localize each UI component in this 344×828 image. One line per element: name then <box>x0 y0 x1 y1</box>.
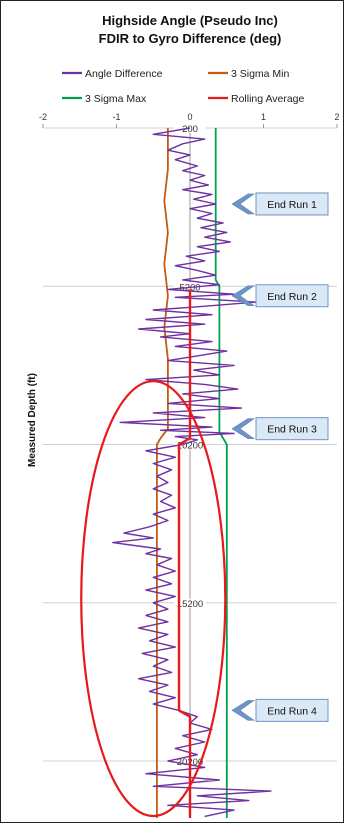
annotation-box <box>255 192 329 216</box>
annotation-label: End Run 3 <box>267 424 317 436</box>
y-tick-label-bg <box>174 440 206 450</box>
annotation-box <box>255 284 329 308</box>
series-line-3-sigma-max <box>214 128 228 818</box>
legend-label: 3 Sigma Min <box>231 68 290 80</box>
x-tick-label: 1 <box>261 112 266 122</box>
series-line-angle-difference <box>112 127 272 818</box>
annotation-arrow-icon <box>231 700 255 721</box>
series-line-rolling-average <box>177 289 192 818</box>
y-tick-label: 10200 <box>177 441 203 452</box>
annotation-arrow-icon <box>231 193 255 215</box>
annotation-arrow-icon <box>231 285 255 307</box>
annotation-label: End Run 4 <box>267 705 317 717</box>
annotations: End Run 1 End Run 2 End Run 3 End Run 4 <box>231 192 329 722</box>
series-group <box>112 127 272 818</box>
x-tick-label: 2 <box>334 112 339 122</box>
annotation-box <box>255 698 329 722</box>
chart-title-line2: FDIR to Gyro Difference (deg) <box>99 31 282 46</box>
y-tick-label: 15200 <box>177 599 203 610</box>
y-tick-label-bg <box>174 598 206 608</box>
highlight-ellipse-group <box>80 380 227 818</box>
annotation-label: End Run 2 <box>267 291 317 303</box>
annotation-arrow-icon <box>231 418 255 439</box>
x-tick-label: 0 <box>187 112 192 122</box>
annotation-box <box>255 417 329 441</box>
x-tick-label: -2 <box>39 112 47 122</box>
x-tick-label: -1 <box>112 112 120 122</box>
highlight-ellipse <box>80 380 227 818</box>
legend: Angle Difference 3 Sigma Min 3 Sigma Max Ro… <box>62 68 305 105</box>
legend-label: Angle Difference <box>85 68 163 80</box>
legend-label: 3 Sigma Max <box>85 93 147 105</box>
annotation-label: End Run 1 <box>267 199 317 211</box>
y-axis-label: Measured Depth (ft) <box>27 373 38 467</box>
chart-title-line1: Highside Angle (Pseudo Inc) <box>102 13 278 28</box>
legend-label: Rolling Average <box>231 93 305 105</box>
y-tick-label: 200 <box>182 124 198 135</box>
